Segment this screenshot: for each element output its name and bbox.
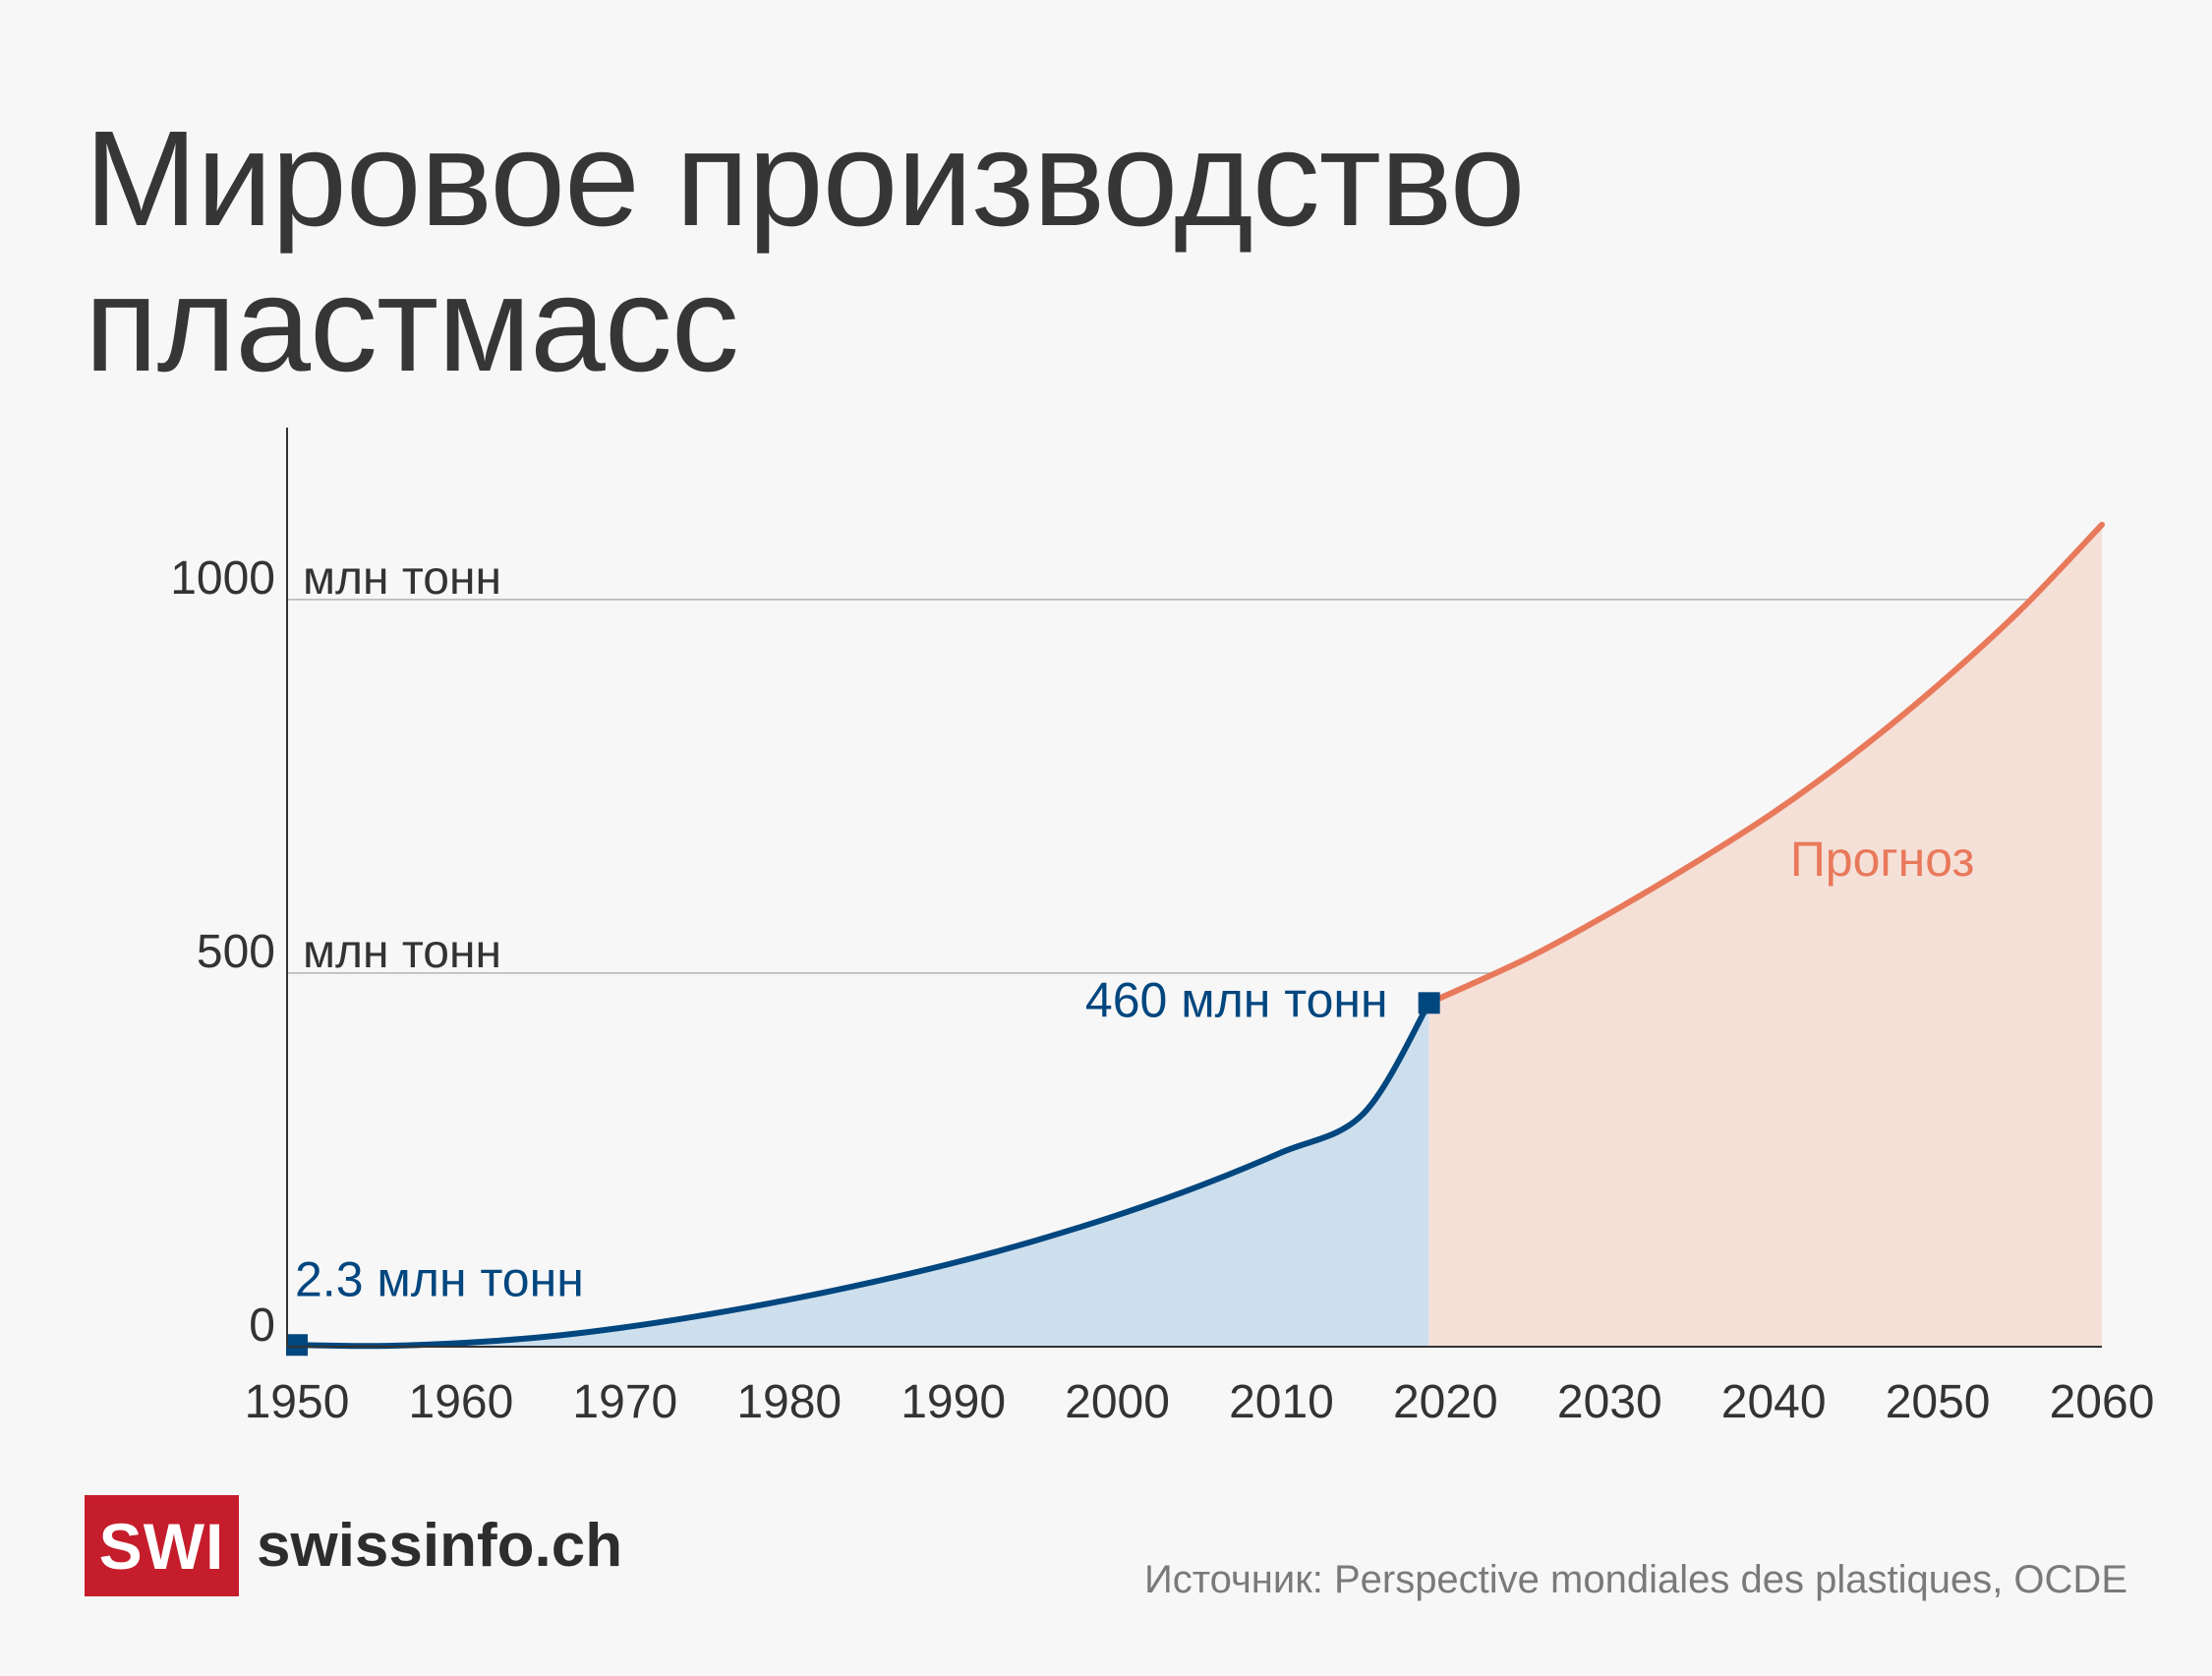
x-tick-label: 1990 xyxy=(901,1376,1006,1428)
line-layer xyxy=(286,521,2105,1357)
projection-series-line xyxy=(1426,521,2105,1007)
x-tick-label: 2030 xyxy=(1557,1376,1662,1428)
y-tick-unit: млн тонн xyxy=(303,926,501,978)
x-tick-label: 1960 xyxy=(409,1376,514,1428)
data-point-marker xyxy=(1418,992,1440,1014)
title-line-2: пластмасс xyxy=(85,249,739,400)
y-tick-label: 0 xyxy=(249,1300,275,1352)
axis-layer xyxy=(286,428,2102,1348)
page-title: Мировое производство пластмасс xyxy=(85,103,1525,400)
historical-series-line xyxy=(294,1000,1432,1350)
data-point-marker xyxy=(286,1334,308,1357)
x-tick-label: 1950 xyxy=(245,1376,350,1428)
y-tick-label: 1000 xyxy=(170,552,275,605)
source-note: Источник: Perspective mondiales des plas… xyxy=(1143,1558,2127,1601)
label-layer: 0 500 млн тонн 1000 млн тонн 1950 1960 1970 1980… xyxy=(170,552,2154,1428)
swissinfo-logo-text: swissinfo.ch xyxy=(257,1512,623,1580)
annotation-label: 460 млн тонн xyxy=(1085,972,1388,1027)
annotation-label: 2.3 млн тонн xyxy=(295,1251,584,1306)
historical-area xyxy=(297,1003,1429,1347)
x-tick-label: 2000 xyxy=(1065,1376,1170,1428)
title-line-1: Мировое производство xyxy=(85,103,1525,255)
x-tick-label: 1980 xyxy=(736,1376,842,1428)
area-layer xyxy=(297,524,2102,1347)
swissinfo-logo[interactable]: SWI swissinfo.ch xyxy=(85,1495,622,1596)
x-tick-label: 2040 xyxy=(1721,1376,1827,1428)
x-tick-label: 2010 xyxy=(1229,1376,1334,1428)
swi-logo-mark: SWI xyxy=(85,1495,239,1596)
projection-label: Прогноз xyxy=(1790,832,1975,887)
x-tick-label: 2020 xyxy=(1393,1376,1498,1428)
y-tick-unit: млн тонн xyxy=(303,552,501,605)
x-tick-label: 2060 xyxy=(2050,1376,2155,1428)
projection-area xyxy=(1428,524,2102,1347)
x-tick-label: 1970 xyxy=(572,1376,677,1428)
x-tick-label: 2050 xyxy=(1886,1376,1991,1428)
y-tick-label: 500 xyxy=(197,926,275,978)
